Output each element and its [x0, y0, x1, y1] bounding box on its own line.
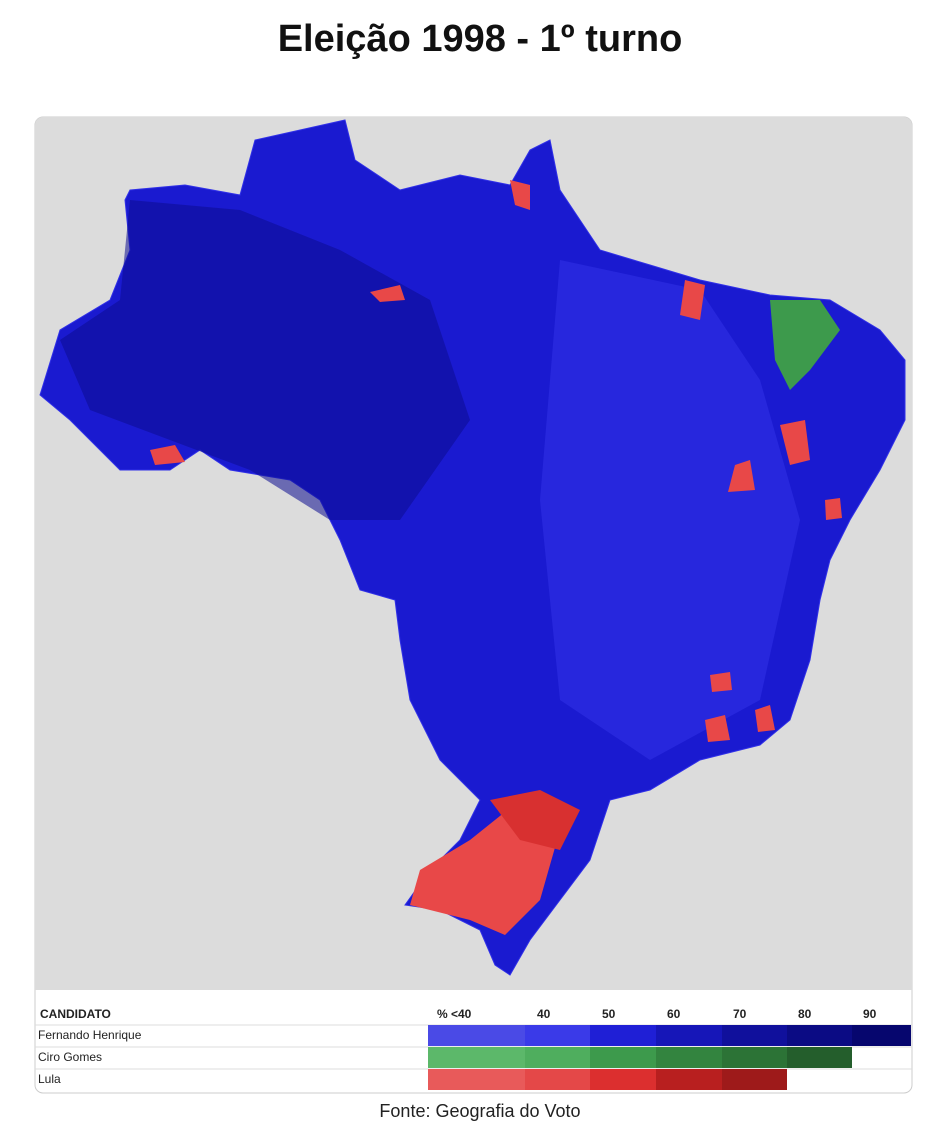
color-swatch: [428, 1025, 525, 1046]
legend: % <40 40 50 60 70 80 90 Fernando Henrique Ciro G…: [35, 1007, 912, 1090]
candidate-name: Lula: [38, 1072, 61, 1086]
scale-label: 60: [667, 1007, 681, 1021]
color-swatch: [787, 1025, 852, 1046]
color-swatch: [722, 1069, 787, 1090]
scale-label: 70: [733, 1007, 747, 1021]
color-swatch: [590, 1047, 656, 1068]
color-swatch: [656, 1025, 722, 1046]
color-swatch: [656, 1069, 722, 1090]
candidate-name: Fernando Henrique: [38, 1028, 142, 1042]
color-swatch: [525, 1025, 590, 1046]
scale-label: 80: [798, 1007, 812, 1021]
color-swatch: [590, 1069, 656, 1090]
color-swatch: [590, 1025, 656, 1046]
source: Fonte: Geografia do Voto: [379, 1101, 580, 1121]
color-swatch: [656, 1047, 722, 1068]
map-detail: [60, 180, 842, 935]
color-swatch: [525, 1069, 590, 1090]
scale-label: % <40: [437, 1007, 472, 1021]
legend-header: CANDIDATO: [40, 1007, 111, 1021]
color-swatch: [722, 1025, 787, 1046]
color-swatch: [428, 1069, 525, 1090]
scale-label: 50: [602, 1007, 616, 1021]
scale-label: 90: [863, 1007, 877, 1021]
scale-label: 40: [537, 1007, 551, 1021]
color-swatch: [722, 1047, 787, 1068]
color-swatch: [787, 1047, 852, 1068]
color-swatch: [525, 1047, 590, 1068]
candidate-name: Ciro Gomes: [38, 1050, 102, 1064]
color-swatch: [852, 1025, 911, 1046]
color-swatch: [428, 1047, 525, 1068]
title: Eleição 1998 - 1º turno: [278, 18, 683, 60]
